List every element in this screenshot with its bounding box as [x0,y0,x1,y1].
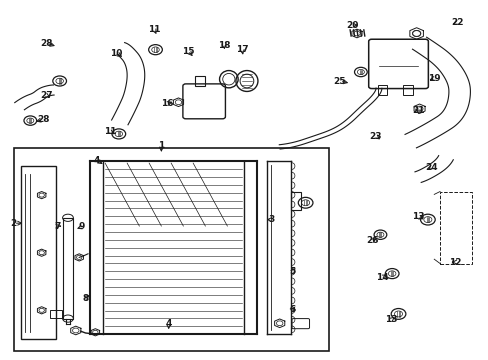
Text: 8: 8 [82,294,88,302]
Text: 18: 18 [217,40,230,49]
Text: 6: 6 [289,305,295,314]
Text: 12: 12 [448,258,461,266]
Text: 10: 10 [110,49,122,58]
Text: 25: 25 [333,77,346,85]
Bar [50,310,62,318]
Text: 19: 19 [427,74,440,83]
Bar [194,76,205,86]
Text: 16: 16 [161,99,173,108]
Text: 9: 9 [79,222,85,231]
Text: 4: 4 [165,320,172,328]
Bar [14,148,328,351]
Text: 22: 22 [450,18,463,27]
Text: 17: 17 [235,45,248,54]
Bar [377,85,386,95]
Text: 13: 13 [411,212,424,221]
Text: 21: 21 [411,107,424,115]
Text: 26: 26 [366,236,378,245]
Text: 20: 20 [345,21,358,30]
Text: 24: 24 [424,163,437,172]
Text: 3: 3 [268,215,274,224]
Text: 28: 28 [40,39,53,48]
Text: 28: 28 [37,115,49,124]
Bar [290,192,300,210]
Text: 11: 11 [103,127,116,136]
Text: 15: 15 [182,46,194,55]
Text: 1: 1 [158,141,164,150]
Text: 2: 2 [11,219,17,228]
Text: 27: 27 [40,91,53,100]
Text: 7: 7 [54,222,61,231]
Bar [62,218,73,319]
Bar [20,166,56,339]
Text: 4: 4 [93,156,100,165]
Text: 13: 13 [384,315,397,324]
Text: 5: 5 [289,267,295,276]
Text: 11: 11 [147,25,160,34]
Text: 14: 14 [375,273,388,282]
Text: 23: 23 [368,132,381,140]
Bar [403,85,412,95]
Bar [439,192,471,264]
